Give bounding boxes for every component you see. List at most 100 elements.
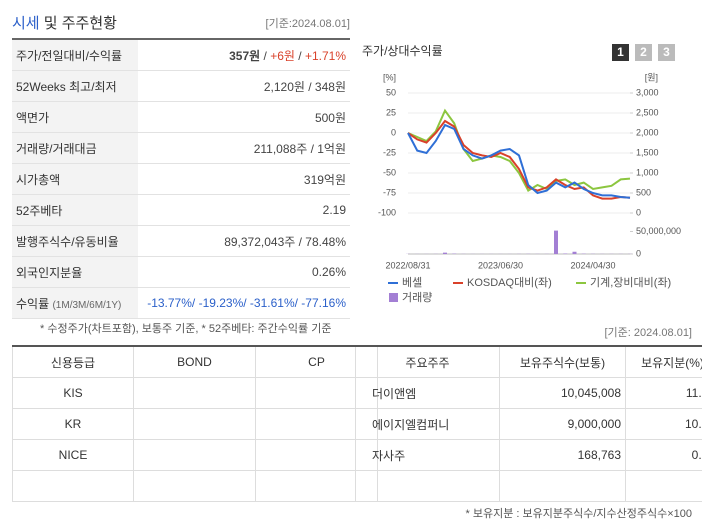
cell: 에이지엘컴퍼니 [355, 408, 500, 440]
tab-button[interactable] [612, 44, 629, 61]
cell [133, 408, 256, 440]
label-text: 52주베타 [16, 203, 63, 218]
legend-label: 거래량 [402, 291, 432, 304]
column-header: 신용등급 [12, 345, 134, 378]
table-row [355, 470, 702, 502]
row-label: 외국인지분율 [12, 256, 138, 288]
label-sub: (1M/3M/6M/1Y) [52, 299, 122, 311]
row-value: 500원 [138, 101, 350, 133]
y-tick-label: -100 [378, 207, 396, 217]
ratings-table: 신용등급 BOND CP KIS KR NICE [12, 345, 378, 502]
tab-label[interactable]: 2 [640, 45, 647, 59]
table-row: NICE [12, 439, 378, 471]
cell [355, 470, 500, 502]
volume-bar [443, 252, 447, 254]
label-text: 외국인지분율 [16, 265, 83, 280]
value-part: +6원 [270, 48, 295, 63]
value-part: 211,088주 / 1억원 [253, 141, 346, 156]
y2-unit: [원] [645, 72, 658, 82]
cell: 168,763 [499, 439, 626, 471]
label-text: 52Weeks 최고/최저 [16, 79, 117, 94]
value-part: / [294, 48, 305, 63]
x-tick-label: 2023/06/30 [478, 260, 523, 270]
cell: 더이앤엠 [355, 377, 500, 409]
summary-row: 52Weeks 최고/최저 2,120원 / 348원 [12, 70, 350, 102]
label-text: 시가총액 [16, 172, 61, 187]
value-part: 2,120원 / 348원 [263, 79, 346, 94]
row-value: 89,372,043주 / 78.48% [138, 225, 350, 257]
holders-note: * 보유지분 : 보유지분주식수/지수산정주식수×100 [465, 508, 693, 520]
cell: 자사주 [355, 439, 500, 471]
summary-note: * 수정주가(차트포함), 보통주 기준, * 52주베타: 주간수익률 기준 [40, 323, 332, 335]
tab-button[interactable] [658, 44, 675, 61]
header-row: 주요주주 보유주식수(보통) 보유지분(%) [355, 345, 702, 378]
summary-row: 수익률 (1M/3M/6M/1Y) -13.77%/ -19.23%/ -31.6… [12, 287, 350, 319]
value-part: 500원 [314, 110, 346, 125]
series-line [407, 108, 631, 193]
title: 시세 [12, 15, 40, 32]
tab-label[interactable]: 1 [617, 45, 624, 59]
title-rest: 및 주주현황 [43, 15, 117, 32]
table-row: KR [12, 408, 378, 440]
row-value: 211,088주 / 1억원 [138, 132, 350, 164]
summary-row: 52주베타 2.19 [12, 194, 350, 226]
x-tick-label: 2022/08/31 [385, 260, 430, 270]
y-tick-label: -25 [383, 147, 396, 157]
chart-title: 주가/상대수익률 [362, 44, 443, 58]
column-header: 보유주식수(보통) [499, 345, 626, 378]
table-row: KIS [12, 377, 378, 409]
column-header: 보유지분(%) [625, 345, 702, 378]
series-line [407, 119, 631, 200]
value-part: 0.26% [311, 265, 346, 279]
summary-row: 발행주식수/유동비율 89,372,043주 / 78.48% [12, 225, 350, 257]
series-line [407, 123, 631, 199]
table-row [12, 470, 378, 502]
value-part: +1.71% [304, 48, 346, 63]
value-part: / [260, 48, 271, 63]
value-part: -13.77%/ -19.23%/ -31.61%/ -77.16% [147, 296, 346, 310]
tab-button[interactable] [635, 44, 652, 61]
y2-tick-label: 3,000 [636, 87, 659, 97]
y-tick-label: 0 [391, 127, 396, 137]
summary-row: 시가총액 319억원 [12, 163, 350, 195]
row-label: 주가/전일대비/수익률 [12, 39, 138, 71]
summary-table: 주가/전일대비/수익률 357원 / +6원 / +1.71% 52Weeks 최고… [12, 38, 350, 319]
row-label: 발행주식수/유동비율 [12, 225, 138, 257]
row-value: 357원 / +6원 / +1.71% [138, 39, 350, 71]
row-value: -13.77%/ -19.23%/ -31.61%/ -77.16% [138, 287, 350, 319]
row-value: 0.26% [138, 256, 350, 288]
y2-tick-label: 2,500 [636, 107, 659, 117]
summary-row: 거래량/거래대금 211,088주 / 1억원 [12, 132, 350, 164]
y-unit: [%] [383, 72, 396, 82]
cell: 9,000,000 [499, 408, 626, 440]
cell: 0.19 [625, 439, 702, 471]
y-tick-label: -75 [383, 187, 396, 197]
cell [625, 470, 702, 502]
label-text: 주가/전일대비/수익률 [16, 48, 123, 63]
cell: NICE [12, 439, 134, 471]
legend-swatch [389, 293, 398, 302]
label-text: 수익률 [16, 296, 50, 311]
section-title: 시세 및 주주현황 [12, 12, 117, 33]
chart-basis: [기준: 2024.08.01] [604, 327, 692, 339]
cell [133, 439, 256, 471]
chart: 주가/상대수익률 1 2 3 [%] [원] 50 25 0 -25 -50 -75 -100 3,000… [362, 44, 681, 304]
y2-tick-label: 1,500 [636, 147, 659, 157]
label-text: 거래량/거래대금 [16, 141, 97, 156]
cell: 10.07 [625, 408, 702, 440]
value-part: 2.19 [322, 203, 346, 217]
holders-table: 주요주주보유주식수(보통)보유지분(%)더이앤엠10,045,00811.24에… [355, 345, 702, 502]
basis-date: [기준:2024.08.01] [265, 18, 350, 30]
row-value: 2.19 [138, 194, 350, 226]
y2-tick-label: 500 [636, 187, 651, 197]
cell: 11.24 [625, 377, 702, 409]
summary-row: 외국인지분율 0.26% [12, 256, 350, 288]
tab-label[interactable]: 3 [663, 45, 670, 59]
y2-tick-label: 2,000 [636, 127, 659, 137]
row-label: 52Weeks 최고/최저 [12, 70, 138, 102]
